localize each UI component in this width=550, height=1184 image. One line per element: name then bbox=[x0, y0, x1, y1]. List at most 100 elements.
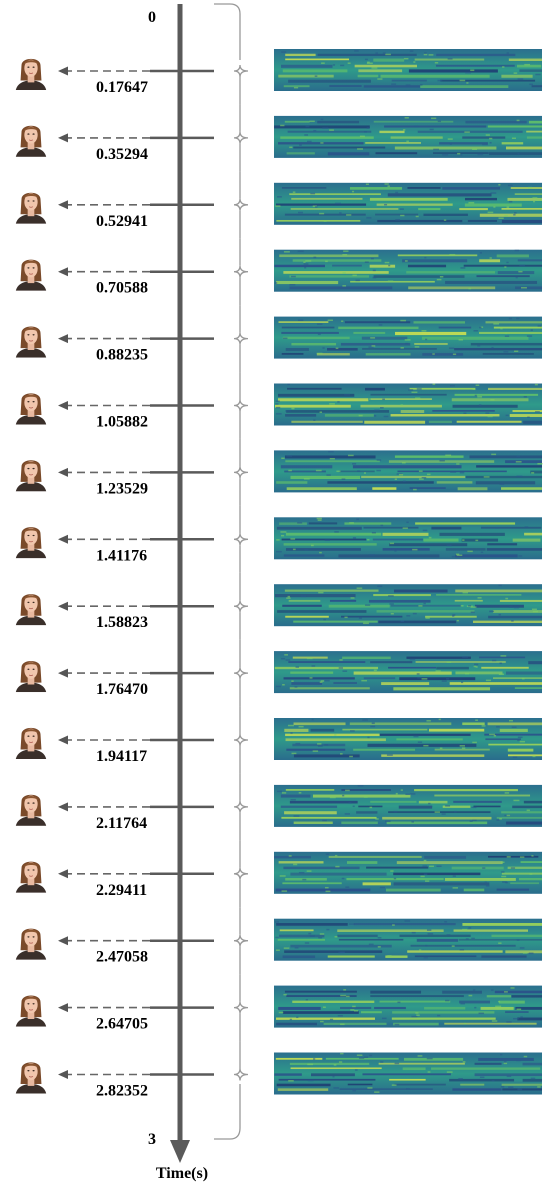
arrowhead-left bbox=[58, 735, 68, 745]
arrowhead-left bbox=[58, 1070, 68, 1079]
brace-knot bbox=[233, 800, 249, 813]
timestamp-label: 2.82352 bbox=[96, 1083, 148, 1100]
timestamp-label: 2.47058 bbox=[96, 949, 148, 966]
face-thumbnail-icon bbox=[12, 921, 50, 960]
timeline-row: 1.05882 bbox=[12, 372, 542, 439]
timeline-row: 2.11764 bbox=[12, 773, 542, 841]
timestamp-label: 0.17647 bbox=[96, 79, 148, 96]
timeline-row: 1.23529 bbox=[12, 438, 543, 506]
brace-knot bbox=[233, 533, 249, 546]
timeline-row: 0.35294 bbox=[12, 104, 542, 172]
timeline-row: 1.41176 bbox=[12, 505, 542, 573]
arrowhead-left bbox=[58, 668, 68, 678]
brace-knot bbox=[233, 466, 249, 479]
brace-knot bbox=[233, 1001, 249, 1014]
axis-title: Time(s) bbox=[156, 1165, 208, 1182]
timeline-row: 1.58823 bbox=[12, 572, 542, 640]
face-thumbnail-icon bbox=[12, 787, 50, 826]
spectrogram-image bbox=[274, 517, 542, 560]
brace-knot bbox=[233, 64, 249, 78]
timestamp-label: 2.29411 bbox=[96, 882, 147, 899]
face-thumbnail-icon bbox=[12, 520, 50, 559]
arrowhead-left bbox=[58, 802, 68, 812]
timeline-row: 0.70588 bbox=[12, 238, 542, 306]
spectrogram-image bbox=[274, 1052, 542, 1095]
axis-end-label: 3 bbox=[148, 1131, 156, 1148]
face-thumbnail-icon bbox=[12, 252, 50, 291]
time-axis-arrowhead bbox=[170, 1140, 190, 1163]
timestamp-label: 1.94117 bbox=[96, 748, 147, 765]
face-thumbnail-icon bbox=[12, 185, 50, 224]
spectrogram-image bbox=[274, 249, 542, 292]
timestamp-label: 0.35294 bbox=[96, 146, 148, 163]
brace-bottom-segment bbox=[214, 1084, 241, 1140]
timeline-row: 1.94117 bbox=[12, 706, 542, 774]
face-thumbnail-icon bbox=[12, 587, 50, 626]
face-thumbnail-icon bbox=[12, 386, 50, 425]
timeline-row: 1.76470 bbox=[12, 639, 542, 707]
timestamp-label: 1.41176 bbox=[96, 547, 147, 564]
timeline-rows: 0.17647 0.35294 0.52941 0.70588 0.88235 1.058… bbox=[12, 49, 543, 1100]
spectrogram-image bbox=[274, 49, 542, 91]
brace-knot bbox=[233, 198, 249, 211]
timestamp-label: 0.52941 bbox=[96, 213, 148, 230]
timestamp-label: 0.88235 bbox=[96, 347, 148, 364]
arrowhead-left bbox=[58, 334, 68, 344]
face-thumbnail-icon bbox=[12, 854, 50, 893]
spectrogram-image bbox=[274, 918, 542, 961]
timestamp-label: 2.11764 bbox=[96, 815, 147, 832]
arrowhead-left bbox=[58, 1003, 68, 1013]
brace-knot bbox=[233, 600, 249, 613]
timeline-row: 2.47058 bbox=[12, 907, 542, 975]
spectrogram-image bbox=[274, 383, 542, 426]
arrowhead-left bbox=[58, 133, 68, 143]
timestamp-label: 1.05882 bbox=[96, 414, 148, 431]
spectrogram-image bbox=[274, 584, 542, 627]
face-thumbnail-icon bbox=[12, 988, 50, 1027]
face-thumbnail-icon bbox=[12, 654, 50, 693]
timeline-row: 0.88235 bbox=[12, 305, 542, 373]
spectrogram-image bbox=[274, 718, 542, 760]
timeline-row: 0.52941 bbox=[12, 171, 542, 239]
brace-knot bbox=[233, 265, 249, 278]
spectrogram-image bbox=[274, 651, 542, 694]
face-thumbnail-icon bbox=[12, 118, 50, 157]
timestamp-label: 0.70588 bbox=[96, 280, 148, 297]
timeline-row: 2.64705 bbox=[12, 974, 542, 1042]
spectrogram-image bbox=[274, 985, 542, 1028]
brace-knot bbox=[233, 332, 249, 345]
arrowhead-left bbox=[58, 467, 68, 477]
brace-knot bbox=[233, 1068, 249, 1081]
arrowhead-left bbox=[58, 66, 68, 76]
spectrogram-image bbox=[274, 784, 542, 827]
brace-knot bbox=[233, 733, 249, 747]
timeline-row: 2.82352 bbox=[12, 1041, 542, 1100]
spectrogram-image bbox=[274, 115, 542, 158]
spectrogram-image bbox=[274, 316, 542, 359]
timestamp-label: 1.58823 bbox=[96, 614, 148, 631]
arrowhead-left bbox=[58, 267, 68, 277]
timestamp-label: 1.76470 bbox=[96, 681, 148, 698]
spectrogram-image bbox=[274, 851, 542, 894]
timestamp-label: 1.23529 bbox=[96, 480, 148, 497]
brace-knot bbox=[233, 399, 249, 412]
face-thumbnail-icon bbox=[12, 453, 50, 492]
brace-knot bbox=[233, 867, 249, 880]
timestamp-label: 2.64705 bbox=[96, 1016, 148, 1033]
brace-top-segment bbox=[214, 3, 241, 60]
spectrogram-image bbox=[274, 182, 542, 225]
face-thumbnail-icon bbox=[12, 319, 50, 358]
face-thumbnail-icon bbox=[12, 1055, 50, 1094]
brace-knot bbox=[233, 934, 249, 947]
brace-knot bbox=[233, 131, 249, 144]
arrowhead-left bbox=[58, 200, 68, 210]
arrowhead-left bbox=[58, 936, 68, 946]
axis-start-label: 0 bbox=[148, 9, 156, 26]
face-thumbnail-icon bbox=[12, 721, 50, 759]
spectrogram-image bbox=[274, 450, 543, 493]
brace-knot bbox=[233, 667, 249, 680]
timeline-row: 2.29411 bbox=[12, 840, 542, 908]
arrowhead-left bbox=[58, 534, 68, 544]
face-thumbnail-icon bbox=[12, 52, 50, 90]
